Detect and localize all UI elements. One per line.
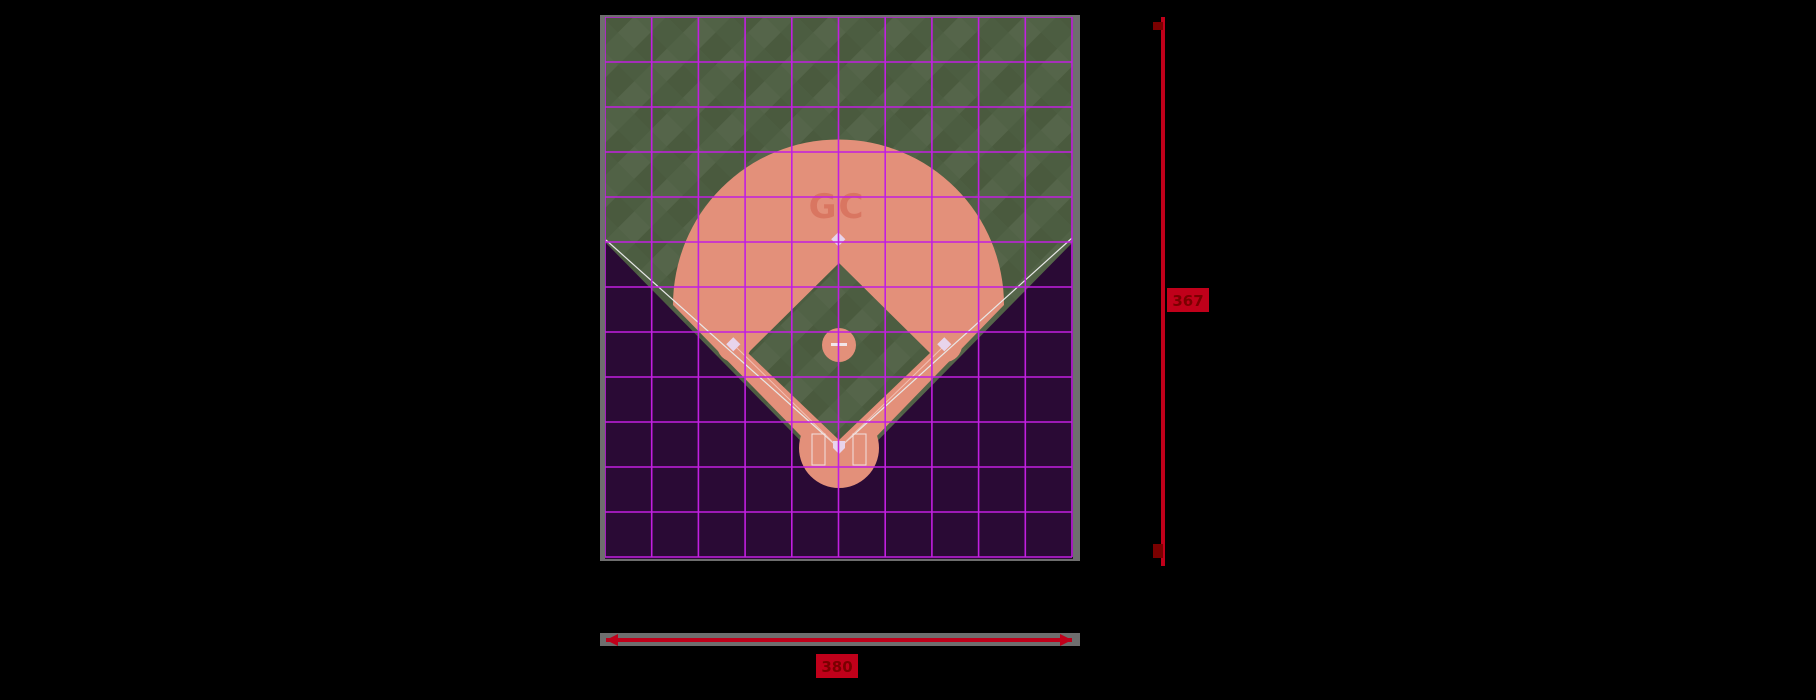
first-base-foul-line (838, 237, 1073, 449)
right-batters-box (852, 433, 867, 466)
width-dimension-right-arrow (1060, 634, 1072, 646)
baseball-field: GC (605, 17, 1073, 559)
height-dimension: 367 (1153, 17, 1209, 566)
field-logo: GC (809, 187, 866, 227)
height-dimension-label-bg (1167, 288, 1209, 312)
width-dimension: 380 (600, 633, 1080, 678)
third-base-foul-line (605, 239, 840, 449)
first-base (937, 337, 952, 352)
height-dimension-bottom-tick (1153, 544, 1163, 558)
grid-overlay (605, 17, 1073, 558)
width-dimension-left-arrow (606, 634, 618, 646)
first-base-path (838, 344, 946, 449)
height-dimension-label: 367 (1172, 292, 1203, 310)
third-base (726, 337, 741, 352)
third-base-path (733, 344, 840, 449)
width-dimension-label: 380 (821, 658, 852, 676)
left-batters-box (811, 433, 826, 466)
height-dimension-top-tick (1153, 22, 1163, 30)
width-dimension-label-bg (816, 654, 858, 678)
